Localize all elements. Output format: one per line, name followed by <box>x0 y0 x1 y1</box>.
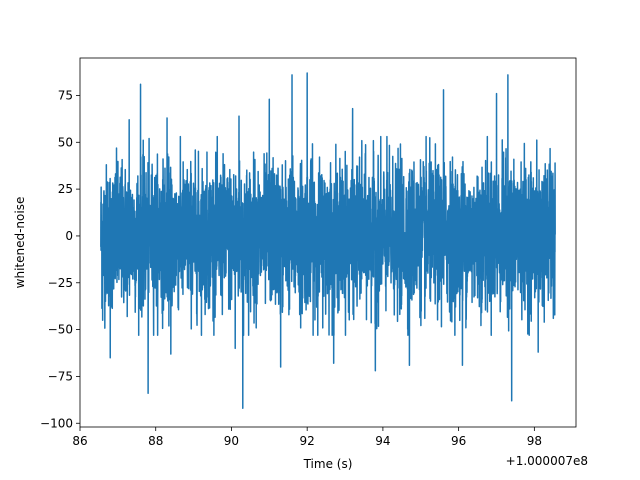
plot-area <box>100 72 556 410</box>
y-tick-label: 50 <box>58 135 73 149</box>
axes-frame <box>79 57 577 428</box>
y-tick-label: 75 <box>58 88 73 102</box>
y-tick-label: −25 <box>48 276 73 290</box>
x-tick-label: 90 <box>224 434 239 448</box>
y-tick-label: −100 <box>40 416 73 430</box>
x-axis-label: Time (s) <box>303 457 353 471</box>
series-line <box>100 72 556 410</box>
x-tick-label: 96 <box>451 434 466 448</box>
x-tick-label: 94 <box>375 434 390 448</box>
y-axis-label: whitened-noise <box>13 197 27 289</box>
y-tick-label: 25 <box>58 182 73 196</box>
x-tick-label: 88 <box>148 434 163 448</box>
x-tick-label: 86 <box>72 434 87 448</box>
y-tick-label: −75 <box>48 369 73 383</box>
y-axis: −100 −75 −50 −25 0 25 50 75 <box>40 88 80 430</box>
x-axis-offset-label: +1.000007e8 <box>506 454 588 468</box>
y-tick-label: 0 <box>65 229 73 243</box>
x-tick-label: 98 <box>527 434 542 448</box>
x-tick-label: 92 <box>300 434 315 448</box>
x-axis: 86 88 90 92 94 96 98 <box>72 427 542 448</box>
y-tick-label: −50 <box>48 323 73 337</box>
